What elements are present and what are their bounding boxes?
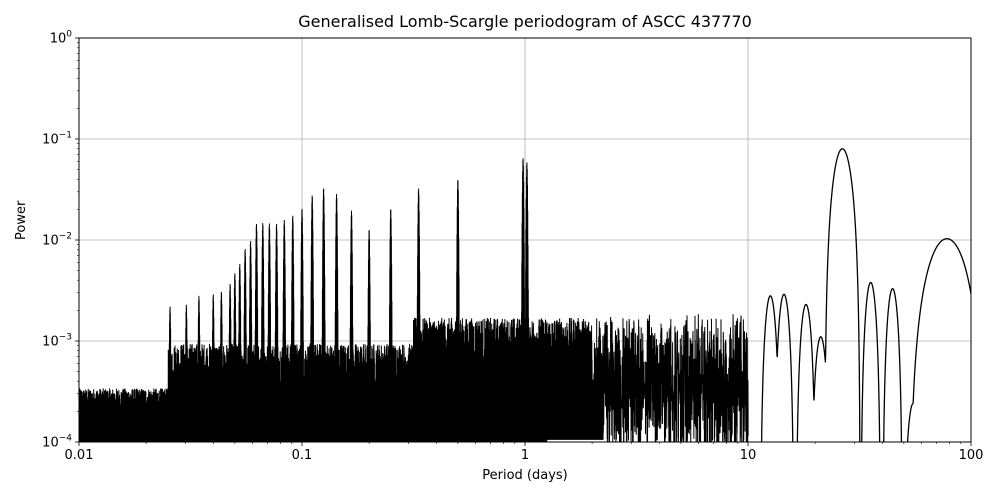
- chart-title: Generalised Lomb-Scargle periodogram of …: [298, 12, 752, 31]
- x-tick-label: 0.01: [64, 448, 94, 463]
- y-tick-label: 100: [49, 29, 72, 47]
- y-tick-label: 10−2: [42, 231, 72, 249]
- y-tick-label: 10−3: [42, 332, 72, 350]
- x-tick-label: 1: [520, 448, 530, 463]
- power-curve: [79, 148, 971, 442]
- x-axis-label: Period (days): [482, 468, 568, 483]
- y-tick-label: 10−4: [42, 433, 72, 451]
- x-tick-label: 10: [739, 448, 757, 463]
- plot-frame: [78, 37, 972, 443]
- y-tick-label: 10−1: [42, 130, 72, 148]
- x-tick-label: 0.1: [291, 448, 313, 463]
- x-tick-label: 100: [958, 448, 984, 463]
- y-axis-label: Power: [14, 200, 29, 240]
